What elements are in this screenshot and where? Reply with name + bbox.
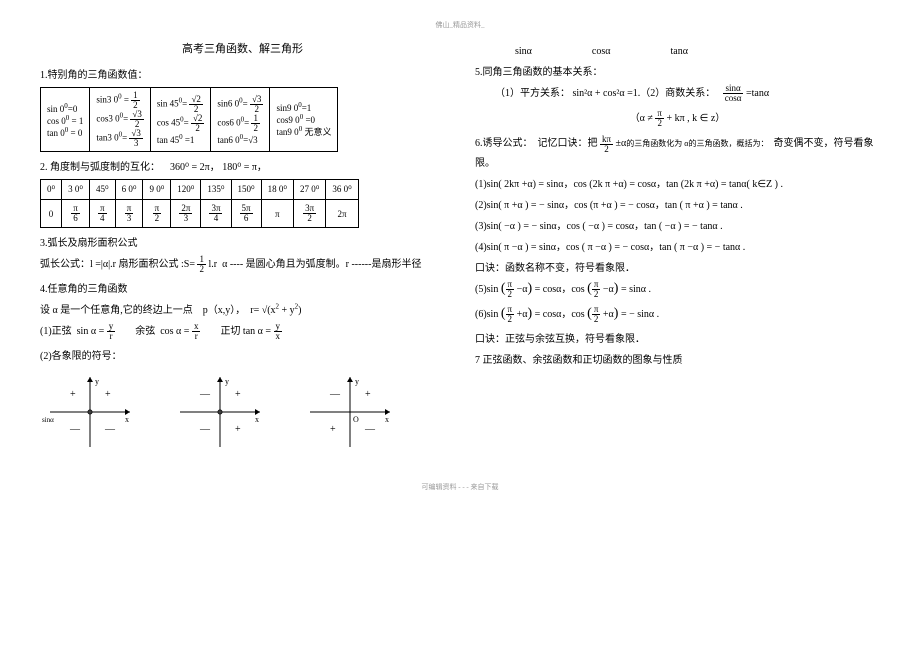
cell: 45⁰ bbox=[89, 180, 115, 200]
svg-text:—: — bbox=[69, 424, 81, 435]
header-watermark: 佛山_精品资料_ bbox=[40, 20, 880, 30]
svg-text:+: + bbox=[105, 389, 111, 400]
s5-rel1b: =tanα bbox=[746, 88, 769, 99]
cell: 2π bbox=[326, 200, 358, 228]
cell: 18 0⁰ bbox=[261, 180, 293, 200]
cell: 6 0⁰ bbox=[115, 180, 143, 200]
formula-2: (2)sin( π +α ) = − sinα，cos (π +α ) = − … bbox=[475, 196, 880, 211]
special-angle-table: sin 00=0cos 00 = 1tan 00 = 0 sin3 00 = 1… bbox=[40, 87, 338, 152]
formula-5: (5)sin (π2 −α) = cosα，cos (π2 −α) = sinα… bbox=[475, 280, 880, 299]
label-tan: tanα bbox=[671, 46, 688, 57]
svg-text:+: + bbox=[235, 389, 241, 400]
note-2: 口诀：正弦与余弦互换，符号看象限． bbox=[475, 330, 880, 345]
svg-text:y: y bbox=[225, 377, 229, 386]
section-3-text: 弧长公式：l =|α|.r 扇形面积公式 :S= 12 l.r α ---- 是… bbox=[40, 255, 445, 274]
cell: 150⁰ bbox=[231, 180, 261, 200]
right-header-labels: sinα cosα tanα bbox=[515, 46, 880, 57]
cell: 36 0⁰ bbox=[326, 180, 358, 200]
svg-text:—: — bbox=[199, 389, 211, 400]
cell: sin 00=0cos 00 = 1tan 00 = 0 bbox=[41, 88, 90, 152]
cell: π3 bbox=[115, 200, 143, 228]
svg-text:+: + bbox=[330, 424, 336, 435]
cell: π bbox=[261, 200, 293, 228]
svg-text:—: — bbox=[104, 424, 116, 435]
cell: 5π6 bbox=[231, 200, 261, 228]
section-4-line3: (2)各象限的符号： bbox=[40, 347, 445, 362]
f6c: = − sinα . bbox=[621, 309, 659, 320]
cell: 2π3 bbox=[171, 200, 201, 228]
f5a: (5)sin bbox=[475, 284, 498, 295]
f6a: (6)sin bbox=[475, 309, 498, 320]
s2-label: 2. 角度制与弧度制的互化： bbox=[40, 162, 160, 173]
svg-text:sinα: sinα bbox=[42, 416, 54, 424]
s2-relation: 360⁰ = 2π， 180⁰ = π， bbox=[170, 162, 267, 173]
section-7-heading: 7 正弦函数、余弦函数和正切函数的图象与性质 bbox=[475, 351, 880, 366]
cell: 3 0⁰ bbox=[62, 180, 90, 200]
left-column: 高考三角函数、解三角形 1.特别角的三角函数值： sin 00=0cos 00 … bbox=[40, 40, 445, 452]
cell: 3π2 bbox=[293, 200, 325, 228]
sin-sign-diagram: y x + + — — sinα bbox=[40, 372, 140, 452]
page-title: 高考三角函数、解三角形 bbox=[40, 40, 445, 56]
svg-text:y: y bbox=[355, 377, 359, 386]
f6b: = cosα，cos bbox=[535, 309, 585, 320]
cell: sin3 00 = 12cos3 00= √32tan3 00= √33 bbox=[90, 88, 151, 152]
cell: sin 450= √22cos 450= √22tan 450 =1 bbox=[150, 88, 211, 152]
svg-text:—: — bbox=[364, 424, 376, 435]
f5b: = cosα，cos bbox=[535, 284, 585, 295]
two-column-layout: 高考三角函数、解三角形 1.特别角的三角函数值： sin 00=0cos 00 … bbox=[40, 40, 880, 452]
cell: 0 bbox=[41, 200, 62, 228]
section-4-line1: 设 α 是一个任意角,它的终边上一点 p（x,y）， r= √(x2 + y2) bbox=[40, 301, 445, 316]
degree-radian-table: 0⁰ 3 0⁰ 45⁰ 6 0⁰ 9 0⁰ 120⁰ 135⁰ 150⁰ 18 … bbox=[40, 179, 359, 228]
svg-text:—: — bbox=[329, 389, 341, 400]
footer-watermark: 可编辑资料 - - - 来自下载 bbox=[40, 482, 880, 492]
section-5-rel1: （1）平方关系： sin²α + cos²α =1.（2）商数关系： sinαc… bbox=[495, 84, 880, 103]
cell: 27 0⁰ bbox=[293, 180, 325, 200]
section-3-heading: 3.弧长及扇形面积公式 bbox=[40, 234, 445, 249]
svg-text:O: O bbox=[353, 415, 359, 424]
s5-rel1-text: （1）平方关系： sin²α + cos²α =1.（2）商数关系： bbox=[495, 88, 715, 99]
formula-3: (3)sin( −α ) = − sinα，cos ( −α ) = cosα，… bbox=[475, 217, 880, 232]
tan-sign-diagram: y x — + + — O bbox=[300, 372, 400, 452]
cell: 3π4 bbox=[201, 200, 231, 228]
cell: π2 bbox=[143, 200, 171, 228]
cos-sign-diagram: y x — + — + bbox=[170, 372, 270, 452]
cell: π6 bbox=[62, 200, 90, 228]
formula-6: (6)sin (π2 +α) = cosα，cos (π2 +α) = − si… bbox=[475, 305, 880, 324]
svg-text:x: x bbox=[255, 415, 259, 424]
label-sin: sinα bbox=[515, 46, 532, 57]
svg-text:x: x bbox=[385, 415, 389, 424]
cell: 135⁰ bbox=[201, 180, 231, 200]
label-cos: cosα bbox=[592, 46, 611, 57]
svg-text:+: + bbox=[365, 389, 371, 400]
f5c: = sinα . bbox=[621, 284, 651, 295]
cell: sin6 00= √32cos6 00= 12tan6 00=√3 bbox=[211, 88, 270, 152]
section-6-heading: 6.诱导公式： 记忆口诀：把 kπ2 ±α的三角函数化为 α的三角函数，概括为：… bbox=[475, 134, 880, 168]
section-4-heading: 4.任意角的三角函数 bbox=[40, 280, 445, 295]
formula-1: (1)sin( 2kπ +α) = sinα，cos (2k π +α) = c… bbox=[475, 175, 880, 190]
svg-text:+: + bbox=[70, 389, 76, 400]
cell: 0⁰ bbox=[41, 180, 62, 200]
svg-text:y: y bbox=[95, 377, 99, 386]
svg-text:+: + bbox=[235, 424, 241, 435]
formula-4: (4)sin( π −α ) = sinα，cos ( π −α ) = − c… bbox=[475, 238, 880, 253]
section-4-line2: (1)正弦 sin α = yr 余弦 cos α = xr 正切 tan α … bbox=[40, 322, 445, 341]
sign-diagrams: y x + + — — sinα y x — + — + bbox=[40, 372, 445, 452]
right-column: sinα cosα tanα 5.同角三角函数的基本关系： （1）平方关系： s… bbox=[475, 40, 880, 452]
cell: 120⁰ bbox=[171, 180, 201, 200]
section-2-heading: 2. 角度制与弧度制的互化： 360⁰ = 2π， 180⁰ = π， bbox=[40, 158, 445, 173]
svg-text:—: — bbox=[199, 424, 211, 435]
svg-text:x: x bbox=[125, 415, 129, 424]
cell: sin9 00=1cos9 00 =0tan9 00 无意义 bbox=[270, 88, 338, 152]
section-5-rel2: （α ≠ π2 + kπ , k ∈ z） bbox=[475, 109, 880, 128]
cell: 9 0⁰ bbox=[143, 180, 171, 200]
section-1-heading: 1.特别角的三角函数值： bbox=[40, 66, 445, 81]
section-5-heading: 5.同角三角函数的基本关系： bbox=[475, 63, 880, 78]
note-1: 口诀：函数名称不变，符号看象限． bbox=[475, 259, 880, 274]
cell: π4 bbox=[89, 200, 115, 228]
